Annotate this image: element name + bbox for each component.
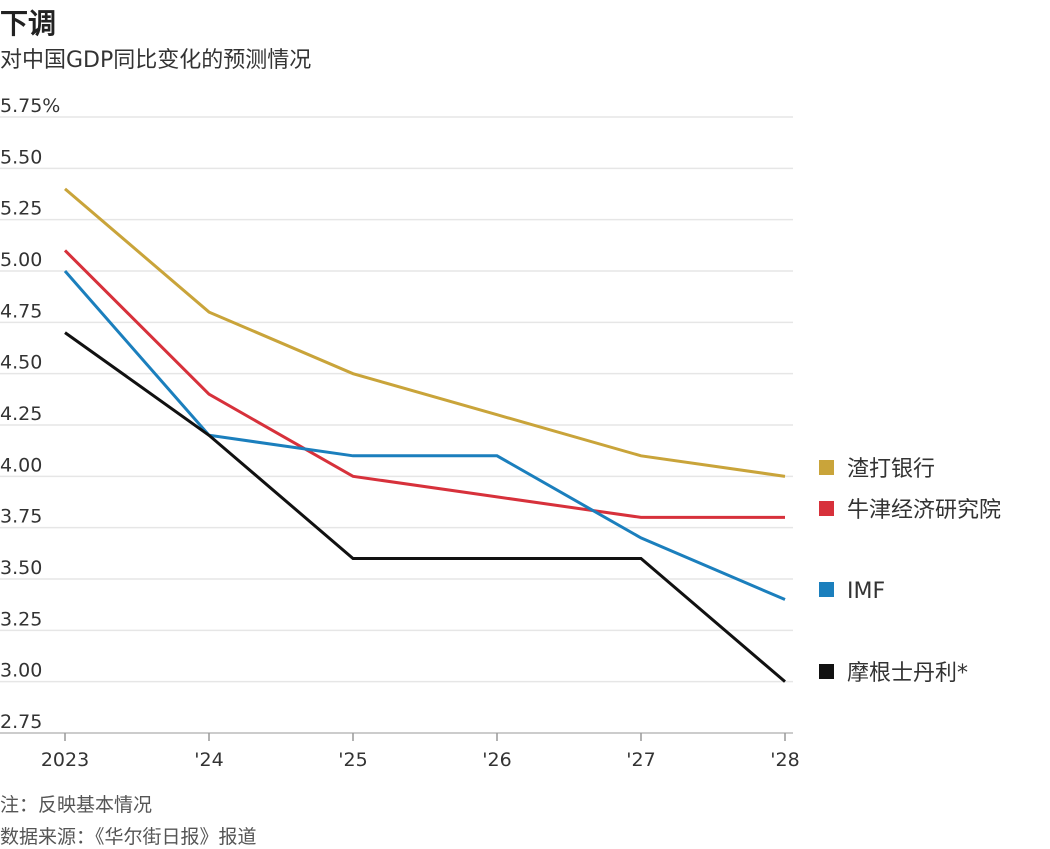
series-line xyxy=(64,187,786,478)
y-axis-ticks: 5.75% 5.50 5.25 5.00 4.75 4.50 4.25 4.00 3.75 3.5… xyxy=(0,95,60,733)
x-tick-label: 2023 xyxy=(41,749,89,771)
series-lines xyxy=(63,187,786,683)
y-tick-label: 3.50 xyxy=(0,557,42,579)
note-text: 注：反映基本情况 xyxy=(0,794,153,816)
line-chart: 5.75% 5.50 5.25 5.00 4.75 4.50 4.25 4.00 3.75 3.5… xyxy=(0,95,1001,771)
y-tick-label: 5.00 xyxy=(0,249,42,271)
y-tick-label: 3.75 xyxy=(0,506,42,528)
x-tick-label: '25 xyxy=(338,749,367,771)
y-tick-label: 4.00 xyxy=(0,454,42,476)
y-tick-label: 4.25 xyxy=(0,403,42,425)
y-tick-label: 2.75 xyxy=(0,711,42,733)
source-text: 数据来源：《华尔街日报》报道 xyxy=(0,826,257,848)
series-line xyxy=(63,249,785,519)
y-tick-label: 4.50 xyxy=(0,352,42,374)
x-tick-label: '26 xyxy=(482,749,511,771)
legend-swatch xyxy=(819,501,834,516)
x-tick-label: '27 xyxy=(626,749,655,771)
legend-label: IMF xyxy=(847,579,885,604)
y-tick-label: 4.75 xyxy=(0,300,42,322)
y-tick-label: 5.75% xyxy=(0,95,60,117)
y-tick-label: 3.00 xyxy=(0,660,42,682)
series-line xyxy=(63,270,786,601)
legend-swatch xyxy=(819,582,834,597)
chart-title: 下调 xyxy=(0,7,57,40)
y-tick-label: 5.25 xyxy=(0,198,42,220)
legend-label: 渣打银行 xyxy=(847,457,935,482)
legend-swatch xyxy=(819,664,834,679)
grid-lines xyxy=(0,116,793,734)
legend-label: 牛津经济研究院 xyxy=(847,498,1001,523)
x-axis-ticks: 2023 '24 '25 '26 '27 '28 xyxy=(41,733,800,771)
x-tick-label: '28 xyxy=(770,749,799,771)
legend-swatch xyxy=(819,460,834,475)
legend-label: 摩根士丹利* xyxy=(847,661,968,686)
y-tick-label: 5.50 xyxy=(0,146,42,168)
y-tick-label: 3.25 xyxy=(0,608,42,630)
chart-subtitle: 对中国GDP同比变化的预测情况 xyxy=(0,48,312,73)
x-tick-label: '24 xyxy=(194,749,223,771)
series-line xyxy=(64,331,786,683)
